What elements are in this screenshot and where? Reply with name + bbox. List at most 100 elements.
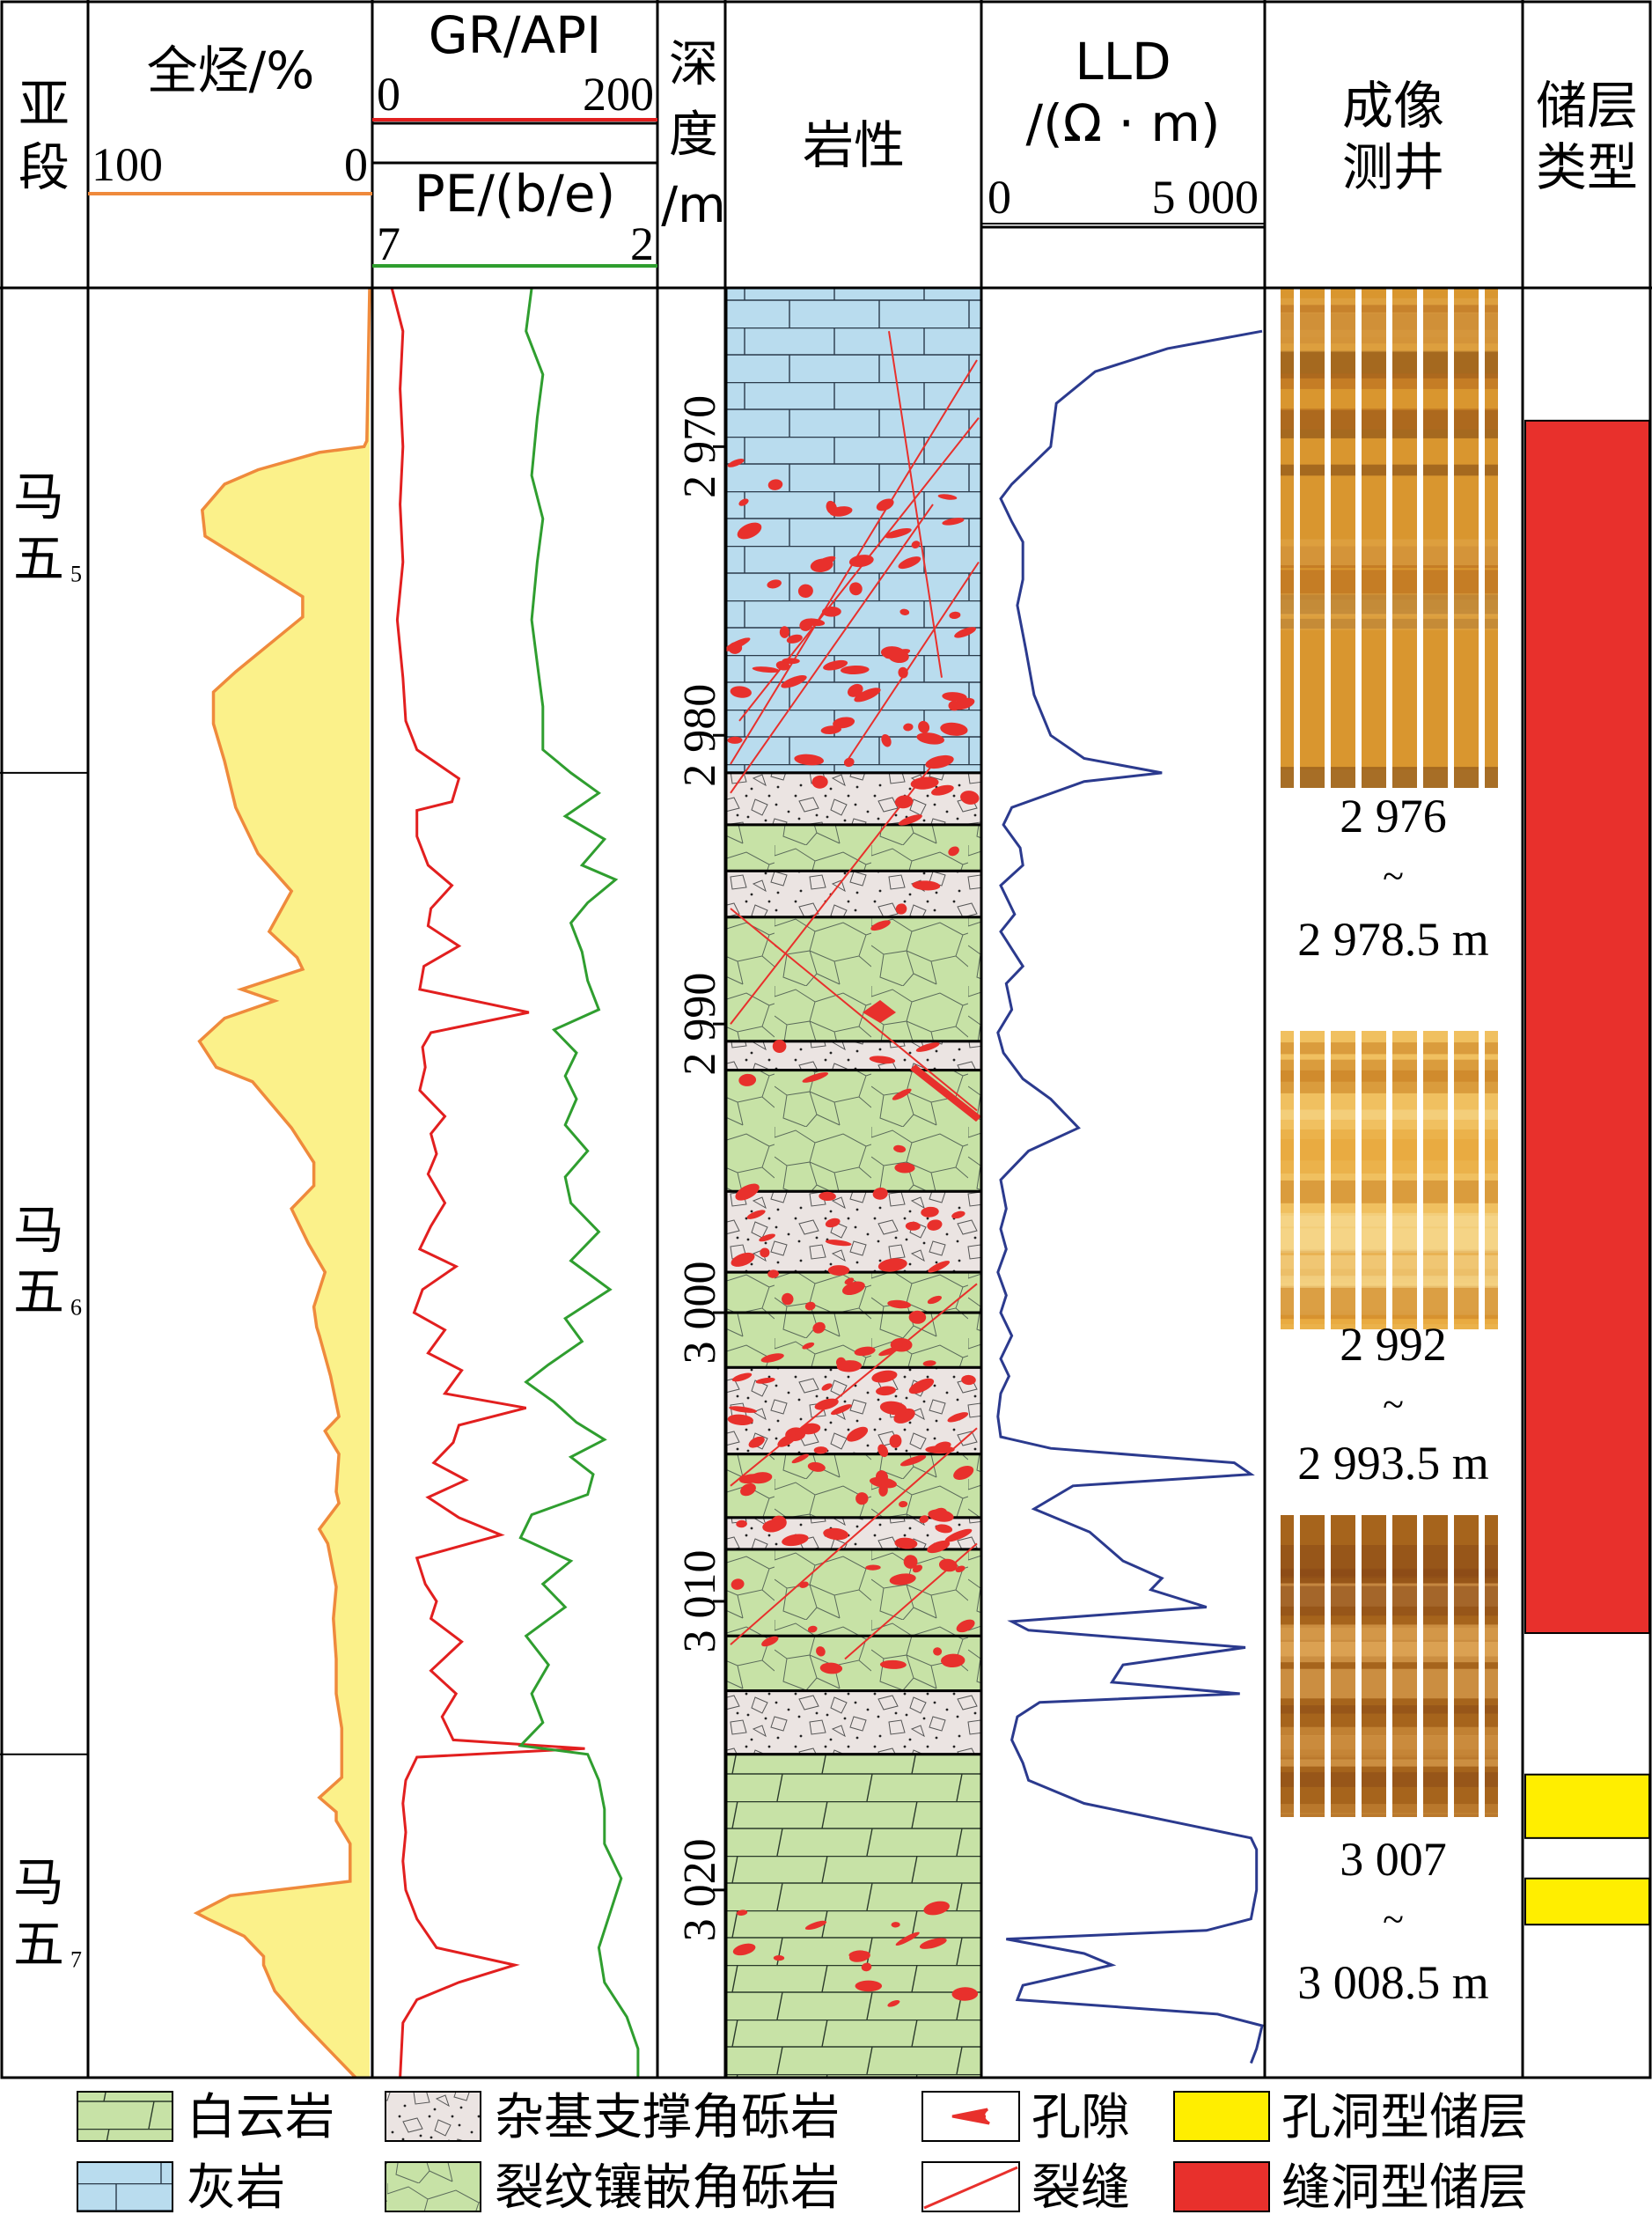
imaging-depth-bottom-2: 2 993.5 m bbox=[1297, 1437, 1489, 1490]
gr-title: GR/API bbox=[429, 5, 602, 65]
pore bbox=[899, 608, 910, 615]
pore bbox=[813, 1446, 828, 1454]
pe-title: PE/(b/e) bbox=[415, 164, 615, 224]
fracture bbox=[730, 763, 934, 1025]
lithology-header: 岩性 bbox=[803, 115, 905, 175]
pore bbox=[919, 1938, 947, 1949]
depth-tick-label: 2 980 bbox=[675, 684, 725, 787]
lithology-layer-matrix-breccia bbox=[724, 1689, 983, 1756]
imaging-gap bbox=[1325, 1515, 1331, 1817]
legend-label-pore-cavity: 孔洞型储层 bbox=[1281, 2089, 1528, 2146]
pore bbox=[819, 1191, 836, 1202]
lithology-layer-crackle-breccia bbox=[724, 823, 983, 872]
depth-tick-label: 2 970 bbox=[675, 395, 725, 498]
pore bbox=[921, 1206, 939, 1218]
pore bbox=[891, 1922, 900, 1928]
imaging-gap bbox=[1386, 288, 1392, 788]
pore bbox=[836, 1360, 863, 1372]
pore bbox=[825, 1218, 841, 1228]
lithology-layer-matrix-breccia bbox=[724, 1040, 983, 1072]
pore bbox=[885, 527, 912, 539]
pore bbox=[922, 1360, 936, 1366]
lld-curve bbox=[996, 329, 1264, 2064]
lithology-layer-matrix-breccia bbox=[724, 771, 983, 827]
imaging-header-line2: 测井 bbox=[1342, 137, 1444, 197]
pore bbox=[843, 757, 855, 768]
pore bbox=[731, 1252, 755, 1267]
pore bbox=[879, 1659, 907, 1669]
depth-header-line3: /m bbox=[661, 177, 725, 234]
pore bbox=[786, 634, 803, 644]
pore bbox=[878, 1483, 888, 1497]
pore bbox=[940, 722, 968, 736]
pore bbox=[807, 1625, 818, 1633]
fracture bbox=[730, 1427, 978, 1645]
pore bbox=[854, 688, 881, 703]
lld-scale-left: 0 bbox=[988, 171, 1011, 224]
pore bbox=[899, 1500, 908, 1508]
imaging-gap bbox=[1448, 288, 1454, 788]
pore bbox=[895, 1931, 920, 1946]
imaging-gap bbox=[1325, 1031, 1331, 1329]
pore bbox=[949, 611, 961, 620]
imaging-gap bbox=[1417, 1515, 1423, 1817]
imaging-depth-tilde-3: ~ bbox=[1383, 1898, 1404, 1941]
pore bbox=[955, 1565, 966, 1573]
pore bbox=[770, 1515, 787, 1530]
pore bbox=[782, 1292, 794, 1306]
pore bbox=[925, 1446, 955, 1454]
imaging-gap bbox=[1448, 1515, 1454, 1817]
substage-label-7-char1: 马 bbox=[13, 1852, 64, 1912]
pore bbox=[898, 666, 908, 679]
legend-label-fracture: 裂缝 bbox=[1032, 2159, 1130, 2217]
pore bbox=[797, 584, 813, 599]
pore bbox=[937, 494, 958, 500]
fracture bbox=[844, 1542, 978, 1660]
pore bbox=[876, 1470, 888, 1483]
pore bbox=[749, 1472, 773, 1484]
pore bbox=[761, 1636, 779, 1647]
pore bbox=[736, 1909, 748, 1916]
imaging-gap bbox=[1479, 1031, 1485, 1329]
pore bbox=[919, 1515, 929, 1524]
pore bbox=[951, 1210, 966, 1219]
pore bbox=[772, 1039, 787, 1054]
pore bbox=[927, 1219, 943, 1231]
lithology-column bbox=[724, 286, 983, 2079]
pe-scale-right: 2 bbox=[630, 217, 654, 270]
pore bbox=[918, 720, 930, 733]
open-fracture bbox=[910, 1064, 981, 1122]
pore bbox=[954, 627, 977, 638]
lithology-layer-dolomite bbox=[724, 1753, 983, 2079]
pore bbox=[773, 1954, 785, 1961]
pore bbox=[916, 732, 944, 745]
pore bbox=[736, 1519, 747, 1528]
imaging-gap bbox=[1448, 1031, 1454, 1329]
pore bbox=[876, 1386, 896, 1396]
reservoir-interval-fracture-cavity bbox=[1524, 419, 1650, 1635]
pore bbox=[830, 1404, 852, 1416]
pore bbox=[893, 1144, 907, 1153]
pore bbox=[898, 814, 922, 826]
pore bbox=[944, 1528, 973, 1542]
fracture bbox=[730, 908, 978, 1112]
fracture-icon bbox=[923, 2166, 1018, 2210]
pore bbox=[892, 1088, 912, 1100]
depth-header-line1: 深 bbox=[669, 36, 718, 93]
pore bbox=[861, 1962, 872, 1972]
pore bbox=[910, 776, 939, 790]
total-hydrocarbon-title: 全烃/% bbox=[147, 40, 315, 100]
legend-swatch-matrix-breccia bbox=[385, 2091, 481, 2142]
lld-scale-right: 5 000 bbox=[1152, 171, 1259, 224]
substage-label-6-char2: 五 bbox=[13, 1262, 64, 1321]
pore bbox=[730, 686, 752, 698]
pore bbox=[746, 1210, 766, 1219]
pore bbox=[905, 1221, 921, 1231]
pore bbox=[855, 1980, 883, 1992]
lithology-layer-matrix-breccia bbox=[724, 1189, 983, 1274]
pore bbox=[820, 725, 841, 734]
pore bbox=[911, 541, 921, 549]
imaging-gap bbox=[1479, 1515, 1485, 1817]
pore bbox=[846, 1426, 869, 1442]
total-hydrocarbon-fill bbox=[196, 288, 370, 2078]
